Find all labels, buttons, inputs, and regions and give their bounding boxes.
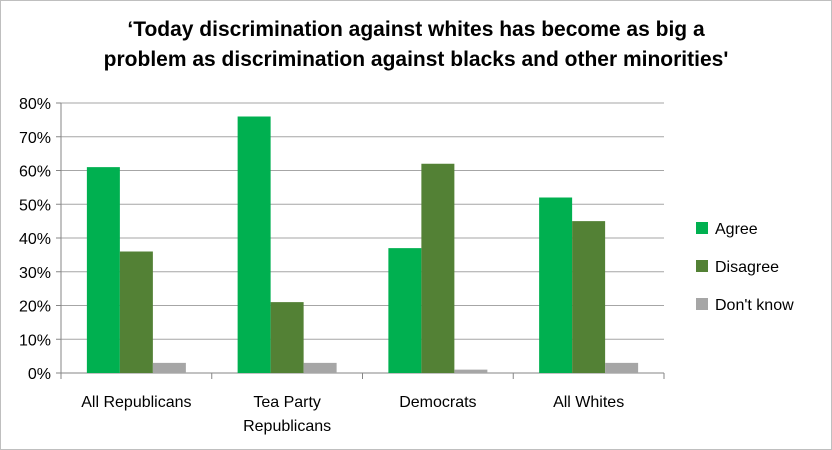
y-tick-label: 40% <box>19 231 51 248</box>
x-category-label: Tea Party Republicans <box>243 394 331 435</box>
bar-agree-0 <box>86 167 120 373</box>
y-tick-label: 30% <box>19 265 51 282</box>
bar-disagree-1 <box>270 302 304 373</box>
bar-agree-3 <box>539 197 573 373</box>
x-category-label: Democrats <box>399 394 476 411</box>
legend-swatch <box>696 260 708 272</box>
bar-disagree-2 <box>421 163 455 373</box>
y-tick-label: 10% <box>19 332 51 349</box>
legend-label: Disagree <box>715 259 779 276</box>
y-tick-label: 0% <box>28 366 51 383</box>
y-tick-label: 80% <box>19 96 51 113</box>
bar-disagree-3 <box>572 221 606 373</box>
bar-agree-2 <box>388 248 422 373</box>
bar-don-t-know-0 <box>152 362 186 373</box>
chart-title: ‘Today discrimination against whites has… <box>103 18 729 71</box>
x-category-label: All Whites <box>553 394 624 411</box>
legend-swatch <box>696 222 708 234</box>
bar-agree-1 <box>237 116 271 373</box>
y-tick-label: 50% <box>19 197 51 214</box>
legend-label: Don't know <box>715 297 794 314</box>
legend-swatch <box>696 298 708 310</box>
legend-label: Agree <box>715 221 758 238</box>
y-tick-label: 70% <box>19 130 51 147</box>
bar-don-t-know-1 <box>303 362 337 373</box>
y-tick-label: 60% <box>19 164 51 181</box>
y-tick-label: 20% <box>19 299 51 316</box>
x-category-label: All Republicans <box>81 394 191 411</box>
bar-don-t-know-2 <box>454 369 488 373</box>
bar-disagree-0 <box>119 251 153 373</box>
bar-don-t-know-3 <box>605 362 639 373</box>
